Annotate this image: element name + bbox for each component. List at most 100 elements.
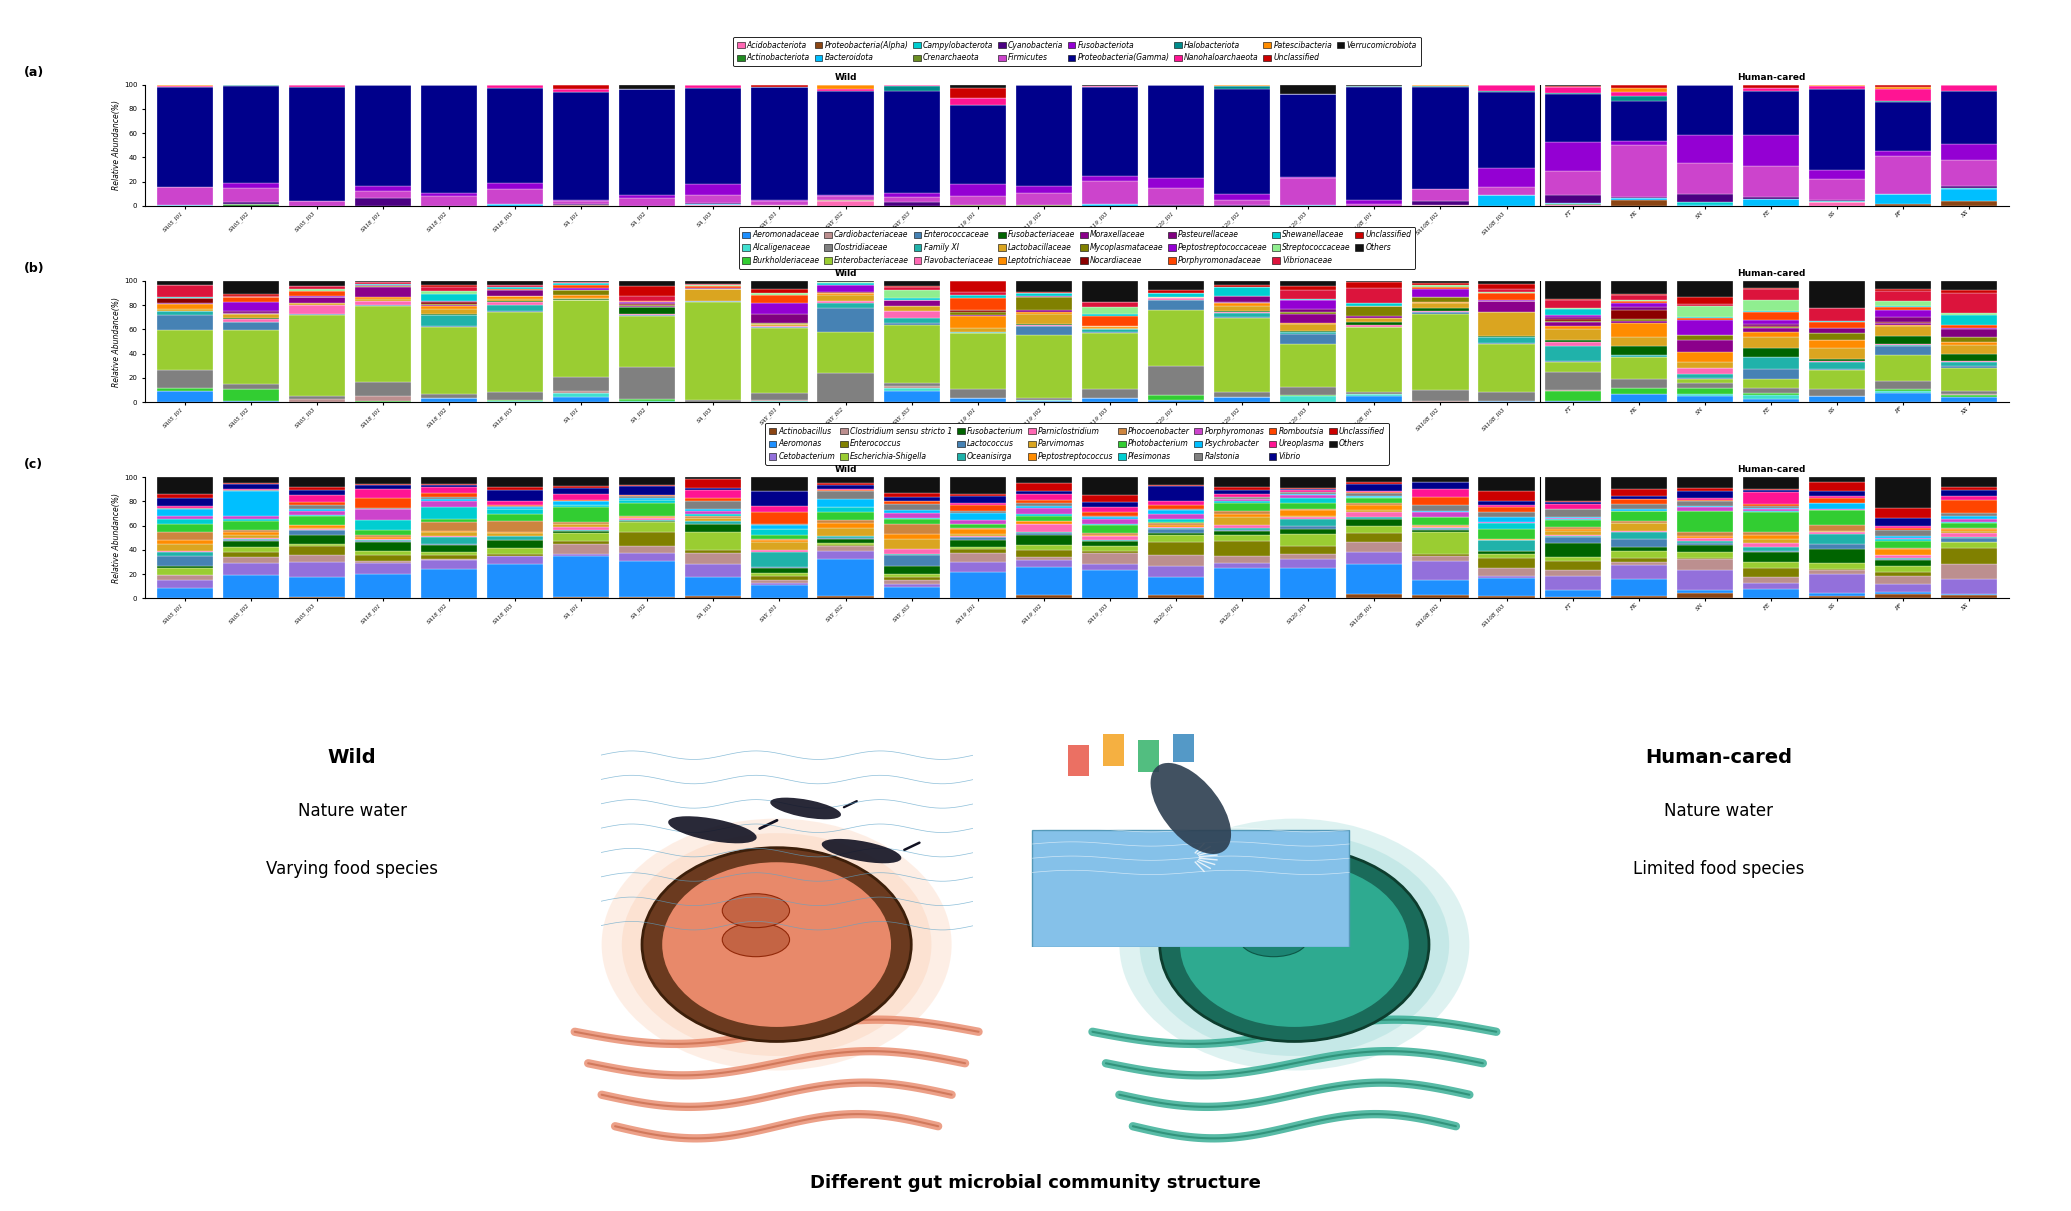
Bar xyxy=(420,85,476,194)
Ellipse shape xyxy=(601,819,951,1071)
Bar xyxy=(686,184,741,195)
Bar xyxy=(553,300,609,377)
Bar xyxy=(1545,346,1601,361)
Bar xyxy=(157,391,213,402)
Bar xyxy=(1874,557,1930,558)
Bar xyxy=(354,530,410,535)
Bar xyxy=(288,535,346,544)
Bar xyxy=(1545,85,1601,86)
Bar xyxy=(157,540,213,544)
Bar xyxy=(951,529,1007,534)
Bar xyxy=(884,574,940,578)
Bar xyxy=(288,201,346,206)
Bar xyxy=(1069,745,1089,776)
Bar xyxy=(1015,500,1073,503)
Bar xyxy=(1081,308,1139,314)
Bar xyxy=(1808,596,1866,598)
Bar xyxy=(1941,520,1996,522)
Bar xyxy=(1479,312,1535,337)
Bar xyxy=(1280,395,1336,396)
Bar xyxy=(1479,293,1535,300)
Bar xyxy=(553,505,609,507)
Bar xyxy=(1280,527,1336,529)
Bar xyxy=(1545,504,1601,509)
Bar xyxy=(1081,326,1139,328)
Ellipse shape xyxy=(669,816,756,843)
Bar xyxy=(1346,493,1402,495)
Text: Nature water: Nature water xyxy=(298,802,406,820)
Bar xyxy=(1280,85,1336,94)
Bar xyxy=(224,322,280,329)
Bar xyxy=(1280,396,1336,402)
Bar xyxy=(686,480,741,488)
Bar xyxy=(1678,590,1733,592)
Bar xyxy=(1941,513,1996,516)
Bar xyxy=(1941,329,1996,337)
Ellipse shape xyxy=(642,848,911,1041)
Bar xyxy=(553,530,609,533)
Bar xyxy=(1874,561,1930,567)
Bar xyxy=(818,551,874,559)
Bar xyxy=(224,535,280,538)
Bar xyxy=(884,317,940,323)
Bar xyxy=(1678,194,1733,202)
Bar xyxy=(224,315,280,318)
Bar xyxy=(1941,596,1996,598)
Bar xyxy=(553,522,609,523)
Bar xyxy=(1147,595,1203,598)
Bar xyxy=(354,197,410,206)
Bar xyxy=(1874,85,1930,86)
Bar xyxy=(1545,520,1601,527)
Bar xyxy=(951,298,1007,310)
Bar xyxy=(951,512,1007,520)
Bar xyxy=(951,292,1007,295)
Bar xyxy=(619,199,675,206)
Bar xyxy=(553,286,609,288)
Bar xyxy=(1081,533,1139,535)
Bar xyxy=(1941,161,1996,186)
Bar xyxy=(157,520,213,523)
Bar xyxy=(1147,533,1203,535)
Bar xyxy=(288,487,346,490)
Bar xyxy=(884,291,940,298)
Bar xyxy=(288,85,346,87)
Bar xyxy=(420,327,476,395)
Bar xyxy=(1941,523,1996,528)
Bar xyxy=(354,574,410,598)
Bar xyxy=(1941,500,1996,513)
Bar xyxy=(1280,300,1336,309)
Bar xyxy=(1346,288,1402,303)
Bar xyxy=(1081,536,1139,540)
Bar xyxy=(487,521,543,533)
Bar xyxy=(1874,306,1930,310)
Bar xyxy=(1611,357,1667,379)
Bar xyxy=(619,304,675,305)
Bar xyxy=(553,92,609,200)
Bar xyxy=(1412,529,1468,532)
Bar xyxy=(1678,379,1733,383)
Bar xyxy=(1545,477,1601,500)
Bar xyxy=(686,195,741,203)
Bar xyxy=(1280,177,1336,178)
Bar xyxy=(1214,200,1270,205)
Bar xyxy=(1412,553,1468,556)
Bar xyxy=(1346,517,1402,518)
Bar xyxy=(1545,339,1601,342)
Bar xyxy=(1346,518,1402,526)
Bar xyxy=(1545,576,1601,590)
FancyArrowPatch shape xyxy=(905,843,920,850)
Bar xyxy=(752,328,808,394)
Bar xyxy=(1081,398,1139,402)
Bar xyxy=(354,561,410,563)
Bar xyxy=(1874,526,1930,528)
Bar xyxy=(1744,504,1800,506)
Bar xyxy=(818,332,874,373)
Bar xyxy=(1678,532,1733,536)
Bar xyxy=(553,291,609,295)
Bar xyxy=(420,302,476,304)
Bar xyxy=(1744,85,1800,88)
Bar xyxy=(1346,533,1402,543)
Bar xyxy=(1346,87,1402,200)
Bar xyxy=(1678,488,1733,492)
Bar xyxy=(224,318,280,322)
